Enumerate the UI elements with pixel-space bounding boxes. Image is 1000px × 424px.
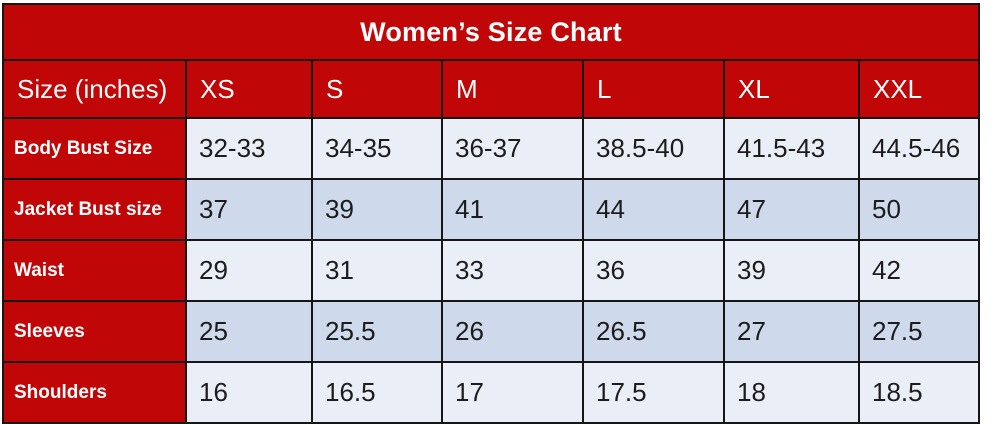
size-value-cell: 44: [582, 178, 725, 241]
size-value-cell: 29: [185, 239, 313, 302]
column-header-l: L: [582, 59, 725, 119]
size-value-cell: 27: [723, 300, 860, 363]
table-row-body-bust-size: Body Bust Size 32-33 34-35 36-37 38.5-40…: [2, 117, 980, 180]
size-value-cell: 18: [723, 361, 860, 424]
table-row-jacket-bust-size: Jacket Bust size 37 39 41 44 47 50: [2, 178, 980, 241]
size-value-cell: 33: [441, 239, 584, 302]
row-label: Sleeves: [2, 300, 187, 363]
size-value-cell: 17.5: [582, 361, 725, 424]
title-row: Women’s Size Chart: [2, 3, 980, 61]
womens-size-chart-table: Women’s Size Chart Size (inches) XS S M …: [2, 3, 980, 424]
column-header-s: S: [311, 59, 443, 119]
header-row: Size (inches) XS S M L XL XXL: [2, 59, 980, 119]
size-value-cell: 31: [311, 239, 443, 302]
size-value-cell: 47: [723, 178, 860, 241]
size-value-cell: 25: [185, 300, 313, 363]
size-value-cell: 32-33: [185, 117, 313, 180]
size-value-cell: 41: [441, 178, 584, 241]
size-value-cell: 16.5: [311, 361, 443, 424]
table-row-shoulders: Shoulders 16 16.5 17 17.5 18 18.5: [2, 361, 980, 424]
row-label: Shoulders: [2, 361, 187, 424]
row-label: Waist: [2, 239, 187, 302]
size-value-cell: 25.5: [311, 300, 443, 363]
size-value-cell: 50: [858, 178, 980, 241]
column-header-size-inches: Size (inches): [2, 59, 187, 119]
table-row-sleeves: Sleeves 25 25.5 26 26.5 27 27.5: [2, 300, 980, 363]
size-value-cell: 41.5-43: [723, 117, 860, 180]
column-header-xl: XL: [723, 59, 860, 119]
size-value-cell: 34-35: [311, 117, 443, 180]
column-header-xs: XS: [185, 59, 313, 119]
column-header-m: M: [441, 59, 584, 119]
size-value-cell: 17: [441, 361, 584, 424]
size-value-cell: 26.5: [582, 300, 725, 363]
row-label: Jacket Bust size: [2, 178, 187, 241]
size-value-cell: 39: [723, 239, 860, 302]
column-header-xxl: XXL: [858, 59, 980, 119]
size-value-cell: 27.5: [858, 300, 980, 363]
size-value-cell: 37: [185, 178, 313, 241]
size-value-cell: 18.5: [858, 361, 980, 424]
chart-title: Women’s Size Chart: [2, 3, 980, 61]
size-value-cell: 42: [858, 239, 980, 302]
table-row-waist: Waist 29 31 33 36 39 42: [2, 239, 980, 302]
row-label: Body Bust Size: [2, 117, 187, 180]
size-value-cell: 44.5-46: [858, 117, 980, 180]
size-value-cell: 36: [582, 239, 725, 302]
size-value-cell: 16: [185, 361, 313, 424]
size-value-cell: 36-37: [441, 117, 584, 180]
size-value-cell: 26: [441, 300, 584, 363]
size-value-cell: 39: [311, 178, 443, 241]
size-value-cell: 38.5-40: [582, 117, 725, 180]
